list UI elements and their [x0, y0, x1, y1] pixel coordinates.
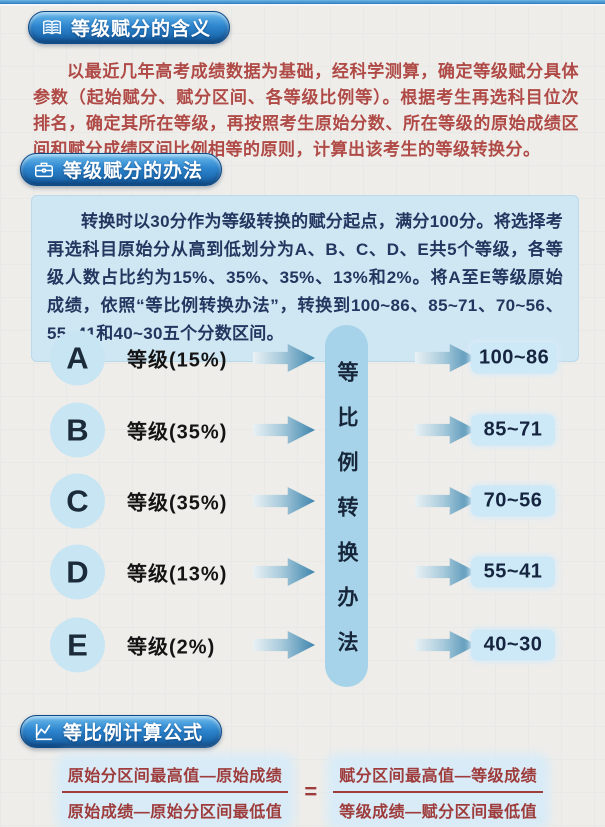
grade-percent-label: 等级(35%): [127, 492, 228, 515]
grade-letter: E: [67, 627, 88, 662]
score-range: 85~71: [471, 414, 555, 446]
grade-letter-badge: E: [50, 617, 105, 673]
grade-percent-label: 等级(35%): [127, 421, 228, 444]
right-numerator: 赋分区间最高值—等级成绩: [333, 760, 544, 793]
badge-method: 等级赋分的办法: [20, 153, 223, 186]
method-paragraph-box: 转换时以30分作为等级转换的赋分起点，满分100分。将选择考再选科目原始分从高到…: [31, 195, 579, 362]
right-arrow-icon: [415, 558, 477, 586]
grade-percent-label: 等级(2%): [127, 636, 216, 659]
grade-row-e: E 等级(2%) 40~30: [0, 609, 605, 681]
grade-percent-label: 等级(15%): [127, 349, 228, 372]
badge-meaning: 等级赋分的含义: [28, 11, 231, 44]
grade-row-b: B 等级(35%) 85~71: [0, 394, 605, 466]
grade-letter-badge: C: [50, 473, 105, 529]
right-denominator: 等级成绩—赋分区间最低值: [339, 804, 538, 821]
right-arrow-icon: [253, 487, 315, 515]
right-arrow-icon: [253, 631, 315, 659]
grade-letter: C: [66, 483, 89, 518]
badge-method-label: 等级赋分的办法: [63, 161, 204, 182]
formula-right-fraction: 赋分区间最高值—等级成绩 等级成绩—赋分区间最低值: [333, 760, 544, 824]
grade-letter-badge: B: [50, 402, 105, 458]
left-numerator: 原始分区间最高值—原始成绩: [61, 760, 289, 793]
grade-letter: A: [66, 340, 89, 375]
badge-formula: 等比例计算公式: [20, 715, 223, 748]
score-range: 40~30: [471, 629, 555, 661]
grade-percent-label: 等级(13%): [127, 563, 228, 586]
left-denominator: 原始成绩—原始分区间最低值: [67, 804, 283, 821]
score-range: 70~56: [471, 485, 555, 517]
score-range: 55~41: [471, 556, 555, 588]
conversion-diagram: 等比例转换办法 A 等级(15%) 100~86 B 等级(35%) 85~71…: [0, 322, 605, 690]
line-chart-icon: [33, 721, 55, 743]
score-range: 100~86: [471, 342, 558, 374]
conversion-center-label: 等比例转换办法: [335, 360, 358, 676]
open-book-icon: [41, 17, 63, 39]
meaning-paragraph: 以最近几年高考成绩数据为基础，经科学测算，确定等级赋分具体参数（起始赋分、赋分区…: [33, 62, 579, 159]
badge-meaning-label: 等级赋分的含义: [71, 19, 212, 40]
right-arrow-icon: [415, 631, 477, 659]
right-arrow-icon: [253, 558, 315, 586]
right-arrow-icon: [415, 344, 477, 372]
grade-letter: D: [66, 554, 89, 589]
equals-sign: =: [304, 779, 318, 804]
grade-letter: B: [66, 412, 89, 447]
grade-row-c: C 等级(35%) 70~56: [0, 465, 605, 537]
right-arrow-icon: [415, 487, 477, 515]
badge-formula-label: 等比例计算公式: [63, 723, 204, 744]
grade-letter-badge: D: [50, 544, 105, 600]
grade-row-a: A 等级(15%) 100~86: [0, 322, 605, 394]
right-arrow-icon: [253, 416, 315, 444]
grade-row-d: D 等级(13%) 55~41: [0, 536, 605, 608]
briefcase-icon: [33, 159, 55, 181]
proportion-formula: 原始分区间最高值—原始成绩 原始成绩—原始分区间最低值 = 赋分区间最高值—等级…: [0, 757, 605, 827]
top-blue-strip: [0, 0, 605, 6]
right-arrow-icon: [253, 344, 315, 372]
grade-letter-badge: A: [50, 330, 105, 386]
conversion-center-pill: 等比例转换办法: [325, 325, 368, 687]
method-paragraph: 转换时以30分作为等级转换的赋分起点，满分100分。将选择考再选科目原始分从高到…: [47, 212, 563, 343]
right-arrow-icon: [415, 416, 477, 444]
formula-left-fraction: 原始分区间最高值—原始成绩 原始成绩—原始分区间最低值: [61, 760, 289, 824]
